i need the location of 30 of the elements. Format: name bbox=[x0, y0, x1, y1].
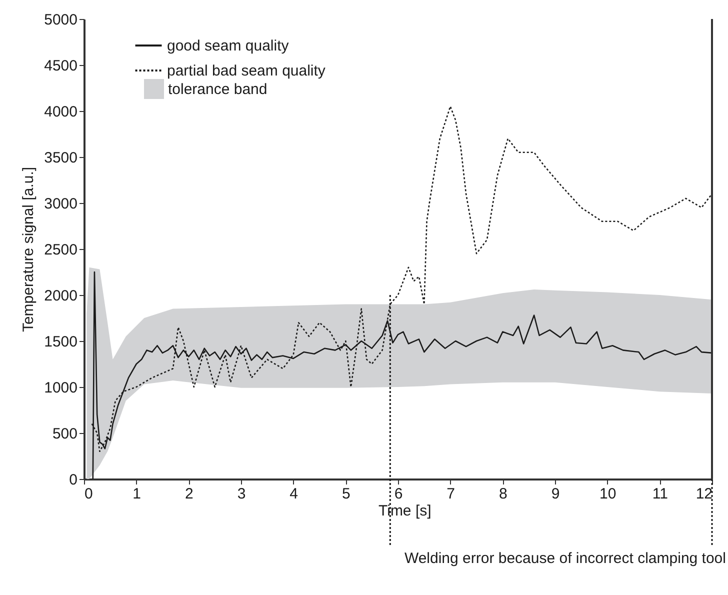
y-axis-title: Temperature signal [a.u.] bbox=[20, 166, 38, 332]
x-tick-label: 8 bbox=[498, 486, 508, 502]
x-tick-label: 12 bbox=[696, 486, 712, 502]
x-tick-label: 6 bbox=[394, 486, 403, 502]
legend-label: good seam quality bbox=[167, 38, 290, 54]
y-tick-label: 1000 bbox=[44, 380, 78, 396]
x-tick-label: 5 bbox=[342, 486, 350, 502]
y-tick-label: 2000 bbox=[44, 288, 78, 304]
y-tick-label: 0 bbox=[69, 472, 78, 488]
x-tick-label: 2 bbox=[184, 486, 194, 502]
y-tick-label: 500 bbox=[52, 426, 78, 442]
legend-label: partial bad seam quality bbox=[167, 62, 326, 80]
x-tick-label: 9 bbox=[551, 486, 560, 502]
x-tick-label: 10 bbox=[599, 486, 616, 502]
legend-label: tolerance band bbox=[168, 81, 268, 98]
y-tick-label: 1500 bbox=[44, 334, 78, 350]
y-tick-label: 2500 bbox=[44, 242, 78, 258]
y-tick-label: 4500 bbox=[44, 58, 78, 74]
x-tick-label: 0 bbox=[84, 486, 93, 502]
text: Welding error because of incorrect clamping tool bbox=[404, 550, 726, 567]
x-tick-label: 3 bbox=[237, 486, 246, 502]
y-tick-label: 5000 bbox=[44, 12, 78, 28]
y-tick-label: 3000 bbox=[44, 196, 78, 212]
x-tick-label: 4 bbox=[290, 486, 298, 502]
x-tick-label: 11 bbox=[652, 486, 668, 502]
y-tick-label: 4000 bbox=[44, 104, 78, 120]
x-tick-label: 1 bbox=[132, 486, 142, 502]
y-tick-label: 3500 bbox=[44, 150, 78, 166]
x-axis-title: Time [s] bbox=[378, 502, 432, 520]
x-tick-label: 7 bbox=[446, 486, 456, 502]
